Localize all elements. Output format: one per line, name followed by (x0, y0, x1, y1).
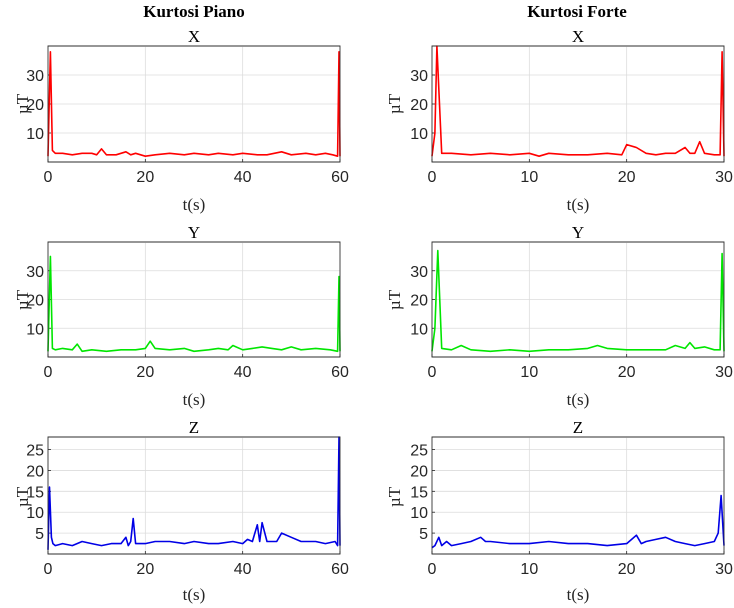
subplot-title: Z (189, 418, 199, 437)
x-tick-label: 0 (428, 169, 437, 186)
y-tick-label: 20 (410, 293, 428, 310)
subplot-forte-y: Y µT t(s) 0 10 20 30 10 20 30 (385, 223, 733, 409)
x-tick-label: 30 (715, 364, 733, 381)
series-line (47, 50, 341, 157)
subplot-title: Z (573, 418, 583, 437)
y-tick-label: 20 (26, 293, 44, 310)
y-tick-label: 15 (410, 484, 428, 501)
y-axis-label: µT (385, 289, 404, 310)
y-axis-label: µT (385, 486, 404, 507)
x-tick-label: 0 (44, 169, 53, 186)
y-tick-label: 20 (410, 97, 428, 114)
x-tick-label: 10 (520, 561, 538, 578)
y-tick-label: 20 (26, 97, 44, 114)
y-tick-label: 30 (26, 68, 44, 85)
y-axis-label: µT (13, 289, 32, 310)
x-tick-label: 20 (136, 561, 154, 578)
subplot-forte-z: Z µT t(s) 0 10 20 30 5 10 15 20 25 (385, 418, 733, 604)
x-tick-label: 20 (618, 169, 636, 186)
series-line (431, 494, 725, 549)
x-tick-label: 20 (618, 561, 636, 578)
column-title-piano: Kurtosi Piano (143, 2, 245, 21)
subplot-piano-x: X µT t(s) 0 20 40 60 10 20 30 (13, 27, 349, 214)
x-tick-label: 40 (234, 561, 252, 578)
plot-area (431, 436, 725, 555)
y-axis-label: µT (13, 93, 32, 114)
x-axis-label: t(s) (183, 390, 206, 409)
x-tick-label: 30 (715, 169, 733, 186)
x-tick-label: 40 (234, 364, 252, 381)
y-tick-label: 15 (26, 484, 44, 501)
x-axis-label: t(s) (567, 585, 590, 604)
y-tick-label: 30 (410, 68, 428, 85)
x-tick-label: 10 (520, 169, 538, 186)
plot-border (47, 436, 341, 555)
subplot-title: Y (188, 223, 200, 242)
y-tick-label: 10 (410, 505, 428, 522)
y-tick-label: 20 (26, 463, 44, 480)
subplot-title: X (572, 27, 584, 46)
y-tick-label: 25 (26, 443, 44, 460)
y-tick-label: 20 (410, 463, 428, 480)
x-tick-label: 30 (715, 561, 733, 578)
x-axis-label: t(s) (183, 195, 206, 214)
plot-border (47, 241, 341, 358)
x-tick-label: 60 (331, 561, 349, 578)
x-tick-label: 20 (618, 364, 636, 381)
plot-border (431, 436, 725, 555)
x-tick-label: 60 (331, 364, 349, 381)
plot-border (431, 241, 725, 358)
x-tick-label: 0 (428, 364, 437, 381)
x-tick-label: 20 (136, 364, 154, 381)
x-tick-label: 40 (234, 169, 252, 186)
y-axis-label: µT (385, 93, 404, 114)
series-line (431, 249, 725, 353)
subplot-forte-x: X µT t(s) 0 10 20 30 10 20 30 (385, 27, 733, 214)
x-tick-label: 60 (331, 169, 349, 186)
x-axis-label: t(s) (567, 390, 590, 409)
subplot-title: Y (572, 223, 584, 242)
x-tick-label: 10 (520, 364, 538, 381)
y-tick-label: 30 (410, 264, 428, 281)
subplot-title: X (188, 27, 200, 46)
y-tick-label: 10 (26, 126, 44, 143)
series-line (47, 436, 341, 550)
series-line (47, 255, 341, 353)
series-line (431, 45, 725, 157)
subplot-piano-y: Y µT t(s) 0 20 40 60 10 20 30 (13, 223, 349, 409)
x-tick-label: 0 (44, 364, 53, 381)
x-tick-label: 0 (428, 561, 437, 578)
x-tick-label: 0 (44, 561, 53, 578)
y-tick-label: 30 (26, 264, 44, 281)
y-axis-label: µT (13, 486, 32, 507)
y-tick-label: 10 (410, 321, 428, 338)
y-tick-label: 10 (26, 321, 44, 338)
x-axis-label: t(s) (567, 195, 590, 214)
plot-border (431, 45, 725, 163)
x-tick-label: 20 (136, 169, 154, 186)
column-title-forte: Kurtosi Forte (527, 2, 627, 21)
y-tick-label: 10 (410, 126, 428, 143)
x-axis-label: t(s) (183, 585, 206, 604)
plot-area (47, 436, 341, 555)
y-tick-label: 5 (35, 526, 44, 543)
y-tick-label: 5 (419, 526, 428, 543)
y-tick-label: 25 (410, 443, 428, 460)
y-tick-label: 10 (26, 505, 44, 522)
subplot-piano-z: Z µT t(s) 0 20 40 60 5 10 15 20 25 (13, 418, 349, 604)
plot-border (47, 45, 341, 163)
